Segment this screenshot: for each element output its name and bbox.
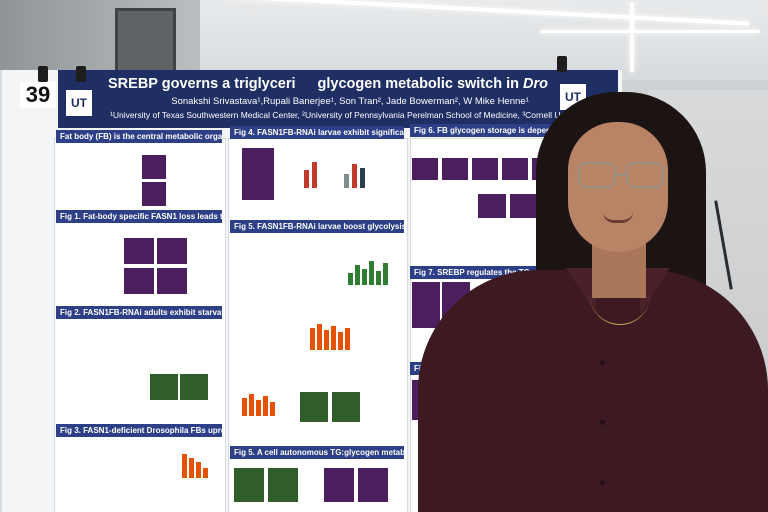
micrograph: [324, 468, 354, 502]
micrograph: [478, 194, 506, 218]
poster-title: SREBP governs a triglyceri glycogen meta…: [108, 76, 548, 92]
micrograph: [157, 268, 187, 294]
micrograph: [124, 238, 154, 264]
bar-chart: [302, 160, 332, 188]
micrograph: [412, 282, 440, 328]
binder-clip: [38, 66, 48, 82]
micrograph: [442, 158, 468, 180]
micrograph: [358, 468, 388, 502]
ceiling-light: [630, 2, 634, 72]
section-header: Fig 1. Fat-body specific FASN1 loss lead…: [56, 210, 222, 223]
ut-logo-left: UT: [64, 88, 94, 118]
micrograph: [268, 468, 298, 502]
micrograph: [502, 158, 528, 180]
bar-chart: [182, 448, 212, 478]
bar-chart: [348, 255, 398, 285]
poster-authors: Sonakshi Srivastava¹,Rupali Banerjee¹, S…: [171, 96, 529, 107]
bar-chart: [342, 160, 372, 188]
binder-clip: [76, 66, 86, 82]
poster-number: 39: [20, 82, 56, 108]
section-header: Fig 5. FASN1FB-RNAi larvae boost glycoly…: [230, 220, 404, 233]
shirt-button: [600, 420, 605, 425]
micrograph: [510, 194, 538, 218]
title-part: glycogen metabolic switch in: [317, 76, 524, 92]
smile: [603, 212, 633, 223]
glasses-lens: [578, 162, 616, 188]
necklace: [590, 292, 650, 325]
micrograph: [150, 374, 178, 400]
micrograph: [142, 155, 166, 179]
micrograph: [412, 158, 438, 180]
poster-header: [58, 70, 618, 128]
section-header: Fig 5. A cell autonomous TG:glycogen met…: [230, 446, 404, 459]
micrograph: [300, 392, 328, 422]
poster-column-1: [54, 138, 226, 512]
micrograph: [234, 468, 264, 502]
micrograph: [180, 374, 208, 400]
micrograph: [157, 238, 187, 264]
glasses-lens: [626, 162, 664, 188]
micrograph: [472, 158, 498, 180]
shirt-button: [600, 360, 605, 365]
binder-clip: [557, 56, 567, 72]
bar-chart: [242, 392, 282, 416]
section-header: Fig 4. FASN1FB-RNAi larvae exhibit signi…: [230, 126, 404, 139]
shirt-button: [600, 480, 605, 485]
bar-chart: [310, 320, 354, 350]
micrograph: [332, 392, 360, 422]
glasses-bridge: [614, 174, 626, 176]
section-header: Fig 6. FB glycogen storage is dependent …: [410, 124, 558, 137]
micrograph: [242, 148, 274, 200]
section-header: Fat body (FB) is the central metabolic o…: [56, 130, 222, 143]
title-italic: Drosophila: [523, 76, 548, 92]
section-header: Fig 3. FASN1-deficient Drosophila FBs up…: [56, 424, 222, 437]
poster-affiliations: ¹University of Texas Southwestern Medica…: [110, 110, 560, 120]
shirt-collar: [566, 268, 596, 314]
micrograph: [124, 268, 154, 294]
section-header: Fig 2. FASN1FB-RNAi adults exhibit starv…: [56, 306, 222, 319]
ceiling-light: [540, 30, 760, 33]
title-part: SREBP governs a triglyceri: [108, 76, 296, 92]
micrograph: [142, 182, 166, 206]
